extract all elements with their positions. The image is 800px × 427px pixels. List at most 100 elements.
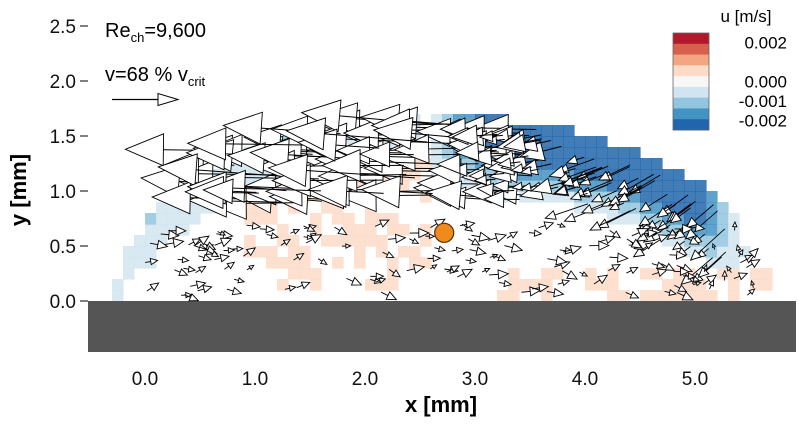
velocity-arrow (435, 153, 479, 175)
contour-cell (541, 290, 553, 302)
contour-cell (376, 246, 388, 258)
contour-cell (706, 191, 718, 203)
contour-cell (134, 235, 146, 247)
contour-cell (310, 268, 322, 280)
contour-cell (343, 136, 355, 148)
velocity-arrow (642, 242, 654, 250)
contour-cell (321, 202, 333, 214)
velocity-arrow (406, 263, 426, 274)
contour-cell (684, 180, 696, 192)
contour-cell (618, 213, 630, 225)
contour-cell (354, 257, 366, 269)
velocity-arrow (150, 239, 169, 250)
velocity-arrow (597, 164, 631, 181)
contour-cell (574, 202, 586, 214)
contour-cell (717, 224, 729, 236)
velocity-arrow (214, 253, 231, 263)
contour-cell (343, 224, 355, 236)
contour-cell (310, 213, 322, 225)
contour-cell (728, 213, 740, 225)
velocity-arrow (656, 194, 689, 218)
velocity-arrow (197, 284, 213, 294)
contour-cell (552, 125, 564, 137)
colorbar-swatch (673, 43, 709, 56)
velocity-arrow (590, 190, 617, 203)
x-tick-label: 4.0 (572, 369, 598, 390)
colorbar-swatch (673, 65, 709, 77)
velocity-arrow (702, 263, 708, 273)
contour-cell (596, 202, 608, 214)
velocity-arrow (593, 274, 609, 285)
contour-cell (266, 202, 278, 214)
contour-cell (486, 114, 498, 126)
contour-cell (156, 213, 168, 225)
velocity-arrow (502, 133, 542, 153)
contour-cell (761, 279, 773, 291)
x-tick-label: 1.0 (242, 369, 268, 390)
contour-cell (266, 246, 278, 258)
contour-cell (607, 268, 619, 280)
contour-cell (629, 213, 641, 225)
velocity-arrow (692, 281, 702, 287)
velocity-arrow (711, 242, 717, 250)
contour-cell (541, 191, 553, 203)
velocity-arrow (307, 174, 384, 209)
velocity-arrow (504, 242, 524, 253)
contour-cell (662, 224, 674, 236)
contour-cell (717, 246, 729, 258)
velocity-arrow (638, 193, 668, 213)
contour-cell (255, 246, 267, 258)
velocity-arrow (625, 290, 640, 299)
contour-cell (376, 279, 388, 291)
velocity-arrow (674, 284, 688, 292)
contour-cell (651, 180, 663, 192)
contour-cell (398, 246, 410, 258)
contour-cell (420, 235, 432, 247)
contour-cell (167, 213, 179, 225)
velocity-arrow (529, 229, 543, 237)
velocity-arrow (546, 287, 565, 298)
contour-cell (739, 246, 751, 258)
contour-cell (244, 235, 256, 247)
velocity-arrow (370, 272, 385, 281)
contour-cell (673, 224, 685, 236)
colorbar-swatch (673, 119, 709, 131)
velocity-arrow (259, 225, 276, 234)
contour-cell (431, 114, 443, 126)
contour-cell (618, 147, 630, 159)
velocity-arrow (375, 277, 387, 284)
contour-cell (596, 158, 608, 170)
velocity-arrow (468, 146, 509, 166)
velocity-arrow (409, 227, 430, 239)
contour-cell (574, 136, 586, 148)
contour-cell (585, 279, 597, 291)
contour-cell (409, 257, 421, 269)
velocity-arrow (684, 236, 701, 245)
contour-cell (684, 279, 696, 291)
contour-cell (145, 235, 157, 247)
velocity-arrow (226, 286, 243, 296)
contour-cell (585, 136, 597, 148)
velocity-arrow (661, 262, 675, 271)
velocity-arrow (563, 244, 583, 255)
contour-cell (497, 290, 509, 302)
contour-cell (530, 125, 542, 137)
contour-cell (750, 268, 762, 280)
velocity-arrow (285, 117, 428, 151)
velocity-arrow (446, 265, 461, 274)
contour-cell (640, 169, 652, 181)
velocity-arrow (499, 279, 513, 288)
contour-cell (596, 279, 608, 291)
velocity-arrow (243, 247, 257, 257)
contour-cell (651, 158, 663, 170)
contour-cell (662, 279, 674, 291)
contour-cell (508, 268, 520, 280)
contour-cell (695, 202, 707, 214)
axes: 0.0 1.0 2.0 3.0 4.0 5.0 0.0 0.5 1.0 1.5 2.0 2.5 (50, 17, 709, 390)
contour-cell (651, 169, 663, 181)
contour-cell (728, 224, 740, 236)
contour-cell (585, 147, 597, 159)
contour-cell (706, 290, 718, 302)
contour-cell (717, 202, 729, 214)
colorbar-swatch (673, 108, 709, 120)
